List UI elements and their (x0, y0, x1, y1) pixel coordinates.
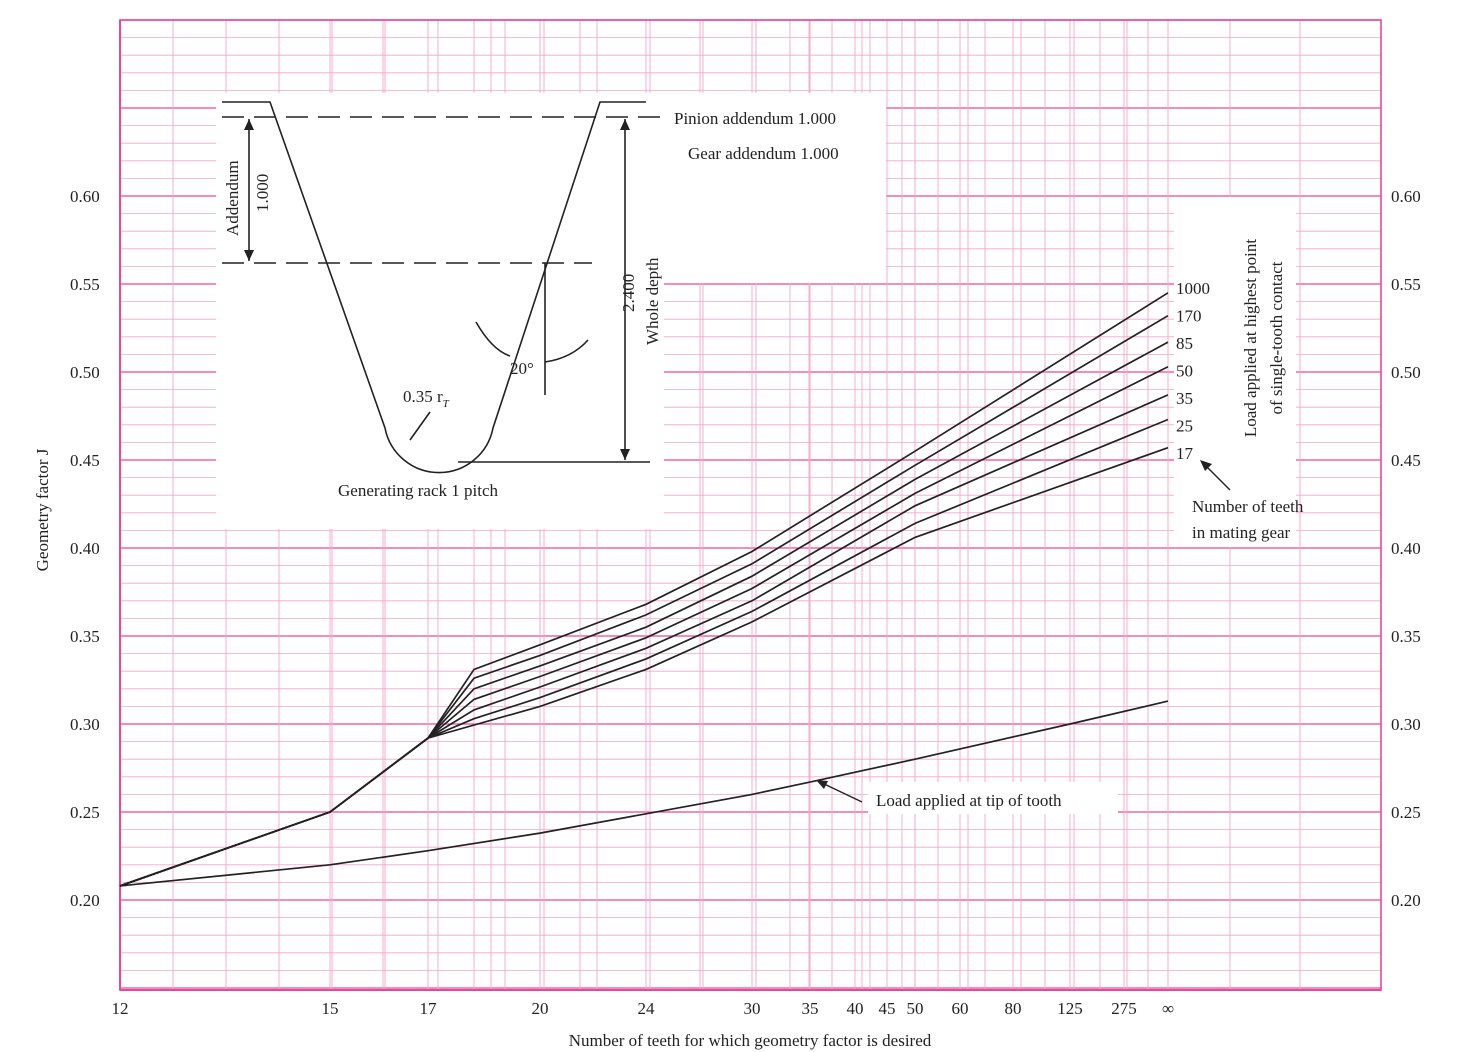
x-tick-label: 45 (879, 999, 896, 1018)
inset-caption: Generating rack 1 pitch (338, 481, 499, 500)
x-tick-label: 125 (1057, 999, 1083, 1018)
mating-gear-label-line1: Number of teeth (1192, 497, 1304, 516)
pressure-angle-label: 20° (510, 359, 534, 378)
y-tick-label-right: 0.45 (1391, 451, 1421, 470)
group-label-line2: of single-tooth contact (1267, 261, 1286, 414)
curve-end-label: 25 (1176, 417, 1193, 436)
curve-end-label: 17 (1176, 444, 1194, 463)
x-tick-label: 15 (322, 999, 339, 1018)
x-tick-label: 30 (744, 999, 761, 1018)
addendum-value: 1.000 (253, 174, 272, 212)
label-panels (216, 93, 1296, 814)
pinion-addendum-label: Pinion addendum 1.000 (674, 109, 836, 128)
arrowhead (816, 780, 828, 789)
y-tick-label-left: 0.35 (70, 627, 100, 646)
x-tick-label: 24 (638, 999, 656, 1018)
arrowhead (620, 119, 630, 130)
y-tick-label-left: 0.55 (70, 275, 100, 294)
x-tick-label: 35 (802, 999, 819, 1018)
x-tick-label: ∞ (1162, 999, 1174, 1018)
group-label-line1: Load applied at highest point (1241, 239, 1260, 438)
y-tick-label-left: 0.40 (70, 539, 100, 558)
inset-panel (216, 93, 664, 529)
x-tick-label: 50 (907, 999, 924, 1018)
x-tick-label: 12 (112, 999, 129, 1018)
curve-end-label: 85 (1176, 334, 1193, 353)
y-tick-label-left: 0.20 (70, 891, 100, 910)
chart-labels: Number of teeth for which geometry facto… (33, 239, 1304, 1050)
arrowhead (620, 449, 630, 460)
arrowhead (244, 119, 254, 130)
tip-label-panel (868, 782, 1118, 814)
y-tick-label-right: 0.50 (1391, 363, 1421, 382)
y-tick-label-left: 0.60 (70, 187, 100, 206)
y-axis-title: Geometry factor J (33, 448, 52, 571)
rack-inset-diagram: Addendum 1.000 2.400 Whole depth 20° 0.35 rT G… (222, 101, 839, 500)
arrowhead (1200, 460, 1212, 471)
curve-end-label: 1000 (1176, 279, 1210, 298)
x-tick-label: 20 (532, 999, 549, 1018)
legend-panel (1174, 197, 1296, 547)
whole-depth-label: Whole depth (643, 257, 662, 345)
curves: 1000 170 85 50 35 25 17 (119, 279, 1210, 887)
y-tick-label-left: 0.30 (70, 715, 100, 734)
addendum-label: Addendum (223, 160, 242, 236)
x-tick-label: 17 (420, 999, 438, 1018)
inset-text-panel (664, 93, 886, 283)
tip-load-label: Load applied at tip of tooth (876, 791, 1062, 810)
y-tick-label-left: 0.50 (70, 363, 100, 382)
angle-arc (544, 339, 589, 363)
arrowhead (244, 250, 254, 261)
y-tick-label-left: 0.45 (70, 451, 100, 470)
x-tick-label: 60 (952, 999, 969, 1018)
curve-17 (119, 446, 1169, 887)
y-tick-label-right: 0.40 (1391, 539, 1421, 558)
fillet-leader (409, 411, 431, 441)
gear-addendum-label: Gear addendum 1.000 (688, 144, 839, 163)
rack-tooth-profile (222, 101, 646, 474)
y-tick-label-right: 0.55 (1391, 275, 1421, 294)
y-tick-label-left: 0.25 (70, 803, 100, 822)
y-tick-label-right: 0.20 (1391, 891, 1421, 910)
y-tick-label-right: 0.60 (1391, 187, 1421, 206)
fillet-subscript: T (443, 398, 450, 410)
y-tick-label-right: 0.25 (1391, 803, 1421, 822)
curve-end-label: 35 (1176, 389, 1193, 408)
y-tick-label-right: 0.35 (1391, 627, 1421, 646)
mating-gear-label-line2: in mating gear (1192, 523, 1291, 542)
axis-ticks: 0.20 0.20 0.25 0.25 0.30 0.30 0.35 0.35 0.40 0.40… (70, 187, 1421, 1018)
whole-depth-value: 2.400 (619, 274, 638, 312)
curve-load-applied-at-tip-of-tooth (119, 700, 1169, 887)
x-tick-label: 80 (1005, 999, 1022, 1018)
y-tick-label-right: 0.30 (1391, 715, 1421, 734)
x-axis-title: Number of teeth for which geometry facto… (569, 1031, 932, 1050)
fillet-radius-label: 0.35 rT (403, 387, 450, 410)
curve-end-label: 170 (1176, 307, 1202, 326)
curve-end-label: 50 (1176, 362, 1193, 381)
tip-load-leader (819, 781, 863, 803)
x-tick-label: 275 (1111, 999, 1137, 1018)
angle-arc (475, 321, 511, 357)
x-tick-label: 40 (847, 999, 864, 1018)
